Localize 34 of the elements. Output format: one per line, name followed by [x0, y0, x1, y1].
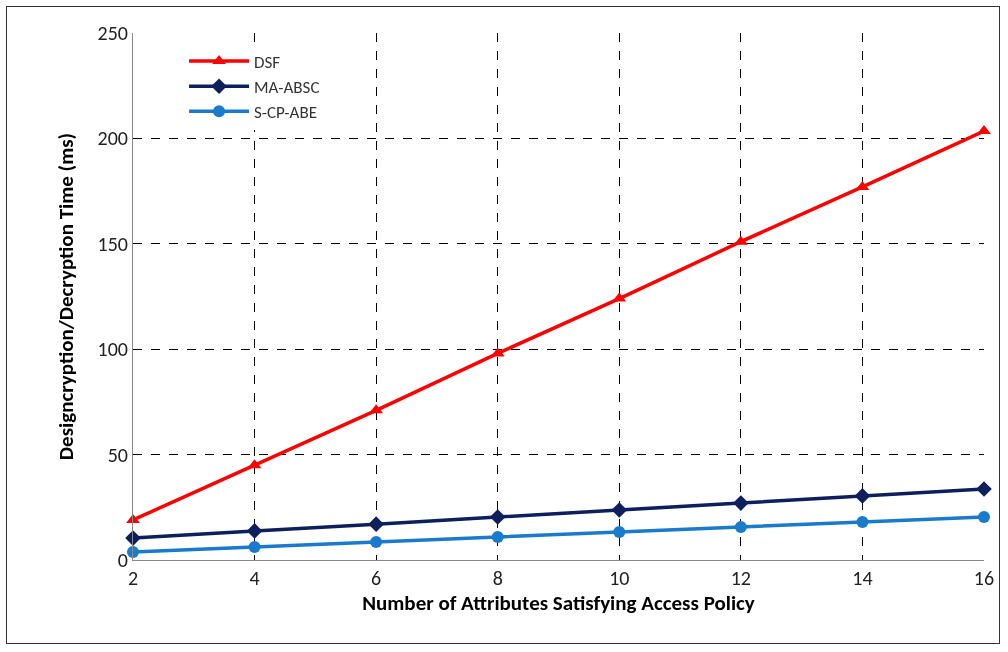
point: [491, 531, 504, 544]
y-tick-label: 200: [97, 126, 128, 151]
y-tick-label: 250: [97, 21, 128, 45]
x-tick-label: 8: [492, 566, 503, 590]
point: [978, 511, 990, 523]
point: [733, 495, 749, 511]
point: [248, 540, 261, 553]
point: [854, 488, 871, 504]
legend-label: DSF: [254, 51, 281, 73]
x-tick-label: 14: [852, 566, 873, 590]
x-axis-title: Number of Attributes Satisfying Access Policy: [362, 590, 755, 616]
point: [613, 525, 626, 538]
point: [489, 509, 506, 525]
y-tick-label: 0: [117, 548, 128, 572]
x-tick-label: 10: [609, 566, 630, 590]
point: [246, 523, 263, 539]
point: [977, 125, 991, 135]
point: [368, 516, 384, 532]
y-tick-label: 50: [107, 442, 128, 467]
x-tick-label: 12: [730, 566, 751, 590]
y-axis-title: Designcryption/Decryption Time (ms): [52, 132, 79, 461]
legend-label: S-CP-ABE: [254, 101, 317, 123]
point: [611, 502, 628, 518]
point: [856, 516, 869, 529]
point: [370, 536, 383, 549]
x-tick-label: 6: [371, 566, 382, 590]
legend-label: MA-ABSC: [254, 76, 320, 98]
x-tick-label: 2: [127, 566, 139, 590]
x-tick-label: 16: [973, 566, 995, 590]
point: [734, 520, 747, 533]
point: [976, 481, 992, 497]
y-tick-label: 150: [97, 231, 128, 256]
x-tick-label: 4: [249, 566, 260, 590]
y-tick-label: 100: [97, 337, 128, 362]
